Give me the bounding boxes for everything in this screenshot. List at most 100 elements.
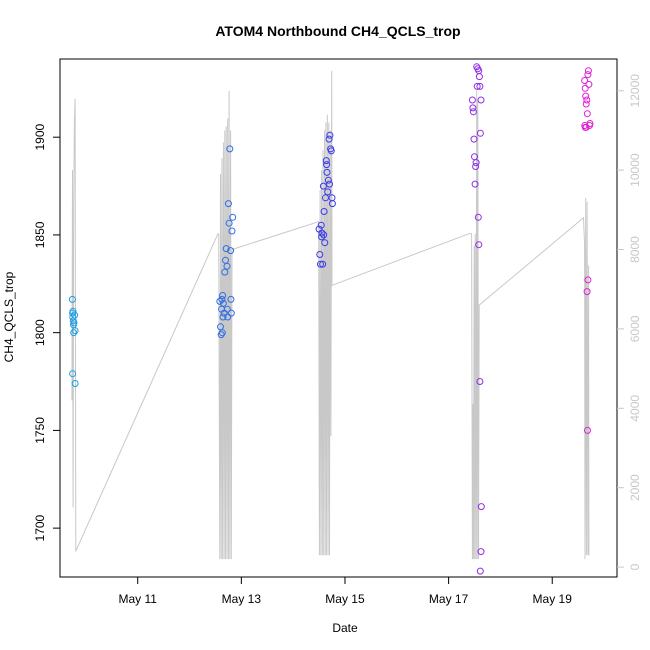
data-point-series-3 bbox=[322, 157, 330, 165]
y-tick-label: 1900 bbox=[33, 124, 47, 151]
altitude-line bbox=[71, 70, 590, 560]
data-point-series-1 bbox=[68, 295, 76, 303]
y-axis-left: 1700 1750 1800 1850 1900 bbox=[33, 124, 60, 541]
data-point-series-4 bbox=[470, 135, 478, 143]
data-point-series-2 bbox=[216, 297, 224, 305]
data-point-series-4 bbox=[472, 159, 480, 167]
data-point-series-5 bbox=[584, 426, 591, 434]
data-point-series-4 bbox=[477, 548, 485, 556]
data-point-series-1 bbox=[71, 311, 79, 319]
data-point-series-3 bbox=[327, 147, 335, 155]
data-point-series-3 bbox=[321, 239, 329, 247]
data-point-series-2 bbox=[224, 200, 232, 208]
y-right-tick-label: 8000 bbox=[628, 236, 642, 263]
y-right-tick-label: 12000 bbox=[628, 74, 642, 108]
data-point-series-2 bbox=[223, 262, 231, 270]
data-point-series-5 bbox=[582, 100, 590, 108]
y-tick-label: 1750 bbox=[33, 417, 47, 444]
data-point-series-2 bbox=[218, 305, 226, 313]
data-point-series-2 bbox=[227, 309, 235, 317]
data-point-series-2 bbox=[224, 313, 232, 321]
data-point-series-1 bbox=[69, 370, 77, 378]
data-point-series-3 bbox=[324, 176, 332, 184]
data-point-series-4 bbox=[469, 104, 477, 112]
data-point-series-4 bbox=[476, 129, 484, 137]
data-point-series-1 bbox=[70, 329, 78, 337]
data-point-series-2 bbox=[218, 295, 226, 303]
x-tick-label: May 11 bbox=[118, 592, 157, 606]
data-point-series-1 bbox=[70, 319, 78, 327]
data-point-series-3 bbox=[320, 231, 328, 239]
data-point-series-5 bbox=[582, 123, 590, 131]
y-axis-right: 0 2000 4000 6000 8000 10000 12000 bbox=[617, 74, 642, 570]
data-point-series-1 bbox=[71, 380, 79, 387]
y-tick-label: 1700 bbox=[33, 514, 47, 541]
y-right-tick-label: 10000 bbox=[628, 153, 642, 187]
data-point-series-5 bbox=[583, 110, 591, 118]
data-point-series-4 bbox=[476, 378, 484, 385]
data-point-series-2 bbox=[226, 145, 234, 153]
data-point-series-4 bbox=[474, 213, 482, 221]
data-point-series-5 bbox=[581, 77, 589, 84]
x-tick-label: May 13 bbox=[222, 592, 262, 606]
data-point-series-3 bbox=[325, 135, 333, 143]
y-tick-label: 1800 bbox=[33, 319, 47, 346]
altitude-line-layer bbox=[71, 70, 590, 560]
x-axis-label: Date bbox=[332, 621, 358, 635]
data-point-series-2 bbox=[221, 268, 229, 276]
data-point-series-5 bbox=[583, 96, 591, 104]
data-point-series-4 bbox=[475, 73, 483, 81]
data-point-series-2 bbox=[219, 313, 227, 321]
data-point-series-1 bbox=[71, 327, 79, 335]
data-point-series-2 bbox=[227, 295, 235, 303]
data-point-series-5 bbox=[584, 71, 592, 79]
data-point-series-3 bbox=[324, 188, 332, 196]
data-point-series-4 bbox=[477, 96, 485, 104]
y-axis-label: CH4_QCLS_trop bbox=[2, 271, 16, 362]
data-point-series-4 bbox=[469, 108, 477, 116]
data-point-series-3 bbox=[323, 168, 331, 176]
data-point-series-3 bbox=[328, 200, 336, 208]
x-tick-label: May 15 bbox=[325, 592, 365, 606]
data-point-series-4 bbox=[468, 96, 476, 104]
data-point-series-2 bbox=[218, 329, 226, 337]
data-point-series-2 bbox=[229, 213, 237, 221]
data-point-series-1 bbox=[69, 307, 77, 315]
x-axis: May 11 May 13 May 15 May 17 May 19 bbox=[118, 577, 572, 606]
data-point-series-3 bbox=[323, 161, 331, 169]
data-point-series-2 bbox=[228, 227, 236, 235]
data-point-series-3 bbox=[319, 182, 327, 190]
data-point-series-3 bbox=[317, 260, 324, 268]
data-point-series-3 bbox=[326, 180, 333, 188]
data-point-series-3 bbox=[316, 251, 324, 258]
x-tick-label: May 19 bbox=[533, 592, 573, 606]
y-right-tick-label: 0 bbox=[628, 563, 642, 570]
data-point-series-5 bbox=[583, 288, 591, 296]
data-point-series-3 bbox=[326, 131, 334, 139]
data-point-series-4 bbox=[476, 82, 484, 90]
data-point-series-4 bbox=[473, 82, 481, 90]
y-right-tick-label: 6000 bbox=[628, 315, 642, 342]
data-point-series-3 bbox=[320, 208, 328, 215]
data-point-series-4 bbox=[477, 503, 485, 511]
y-right-tick-label: 4000 bbox=[628, 395, 642, 422]
y-right-tick-label: 2000 bbox=[628, 474, 642, 501]
chart-title: ATOM4 Northbound CH4_QCLS_trop bbox=[215, 23, 460, 39]
data-point-series-3 bbox=[318, 233, 326, 241]
plot-frame bbox=[59, 58, 618, 578]
data-point-series-2 bbox=[227, 247, 235, 255]
data-point-series-2 bbox=[222, 245, 230, 253]
data-point-series-3 bbox=[319, 260, 327, 268]
data-point-series-4 bbox=[476, 567, 484, 575]
data-point-series-5 bbox=[582, 92, 590, 100]
x-tick-label: May 17 bbox=[429, 592, 469, 606]
data-point-series-5 bbox=[584, 67, 592, 75]
data-point-series-3 bbox=[318, 229, 326, 237]
data-point-series-4 bbox=[471, 180, 479, 188]
data-point-series-5 bbox=[581, 84, 589, 92]
data-point-series-2 bbox=[219, 292, 227, 299]
data-point-series-5 bbox=[585, 80, 593, 88]
data-point-series-2 bbox=[225, 219, 233, 227]
y-tick-label: 1850 bbox=[33, 221, 47, 248]
